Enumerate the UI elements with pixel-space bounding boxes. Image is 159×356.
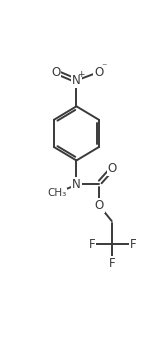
- Text: ⁻: ⁻: [102, 62, 107, 72]
- Text: F: F: [109, 257, 116, 270]
- Text: O: O: [94, 66, 103, 79]
- Text: F: F: [130, 237, 137, 251]
- Text: O: O: [95, 199, 104, 213]
- Text: F: F: [88, 237, 95, 251]
- Text: +: +: [77, 70, 84, 79]
- Text: CH₃: CH₃: [48, 188, 67, 198]
- Text: O: O: [51, 66, 60, 79]
- Text: N: N: [72, 74, 81, 87]
- Text: N: N: [72, 178, 81, 191]
- Text: O: O: [108, 162, 117, 175]
